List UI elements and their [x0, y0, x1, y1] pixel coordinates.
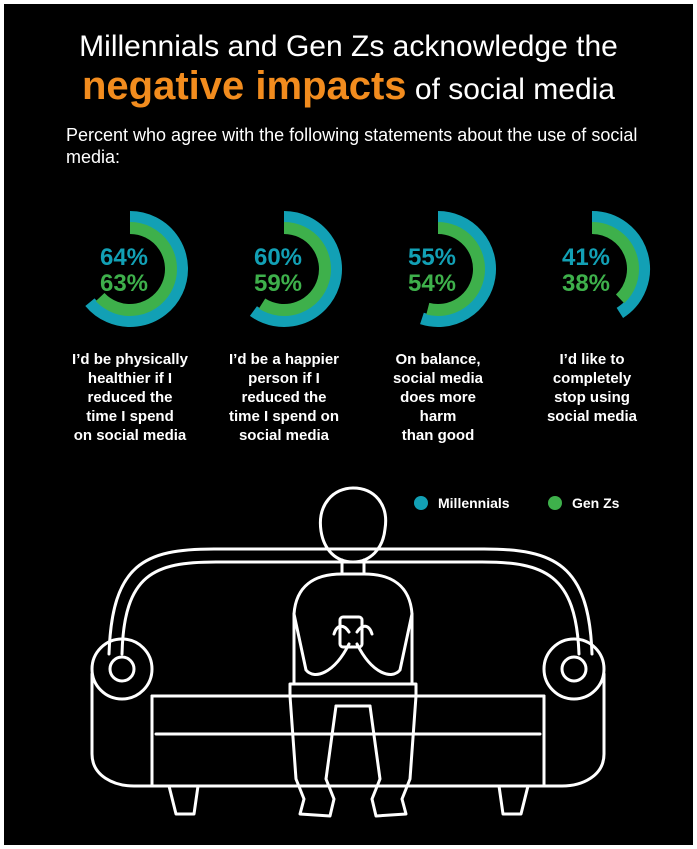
subtitle: Percent who agree with the following sta… — [66, 125, 638, 167]
millennials-arc-4 — [591, 211, 650, 318]
genz-arc-1 — [95, 222, 177, 316]
genz-value-label-3: 54% — [408, 270, 456, 297]
title-line-1: Millennials and Gen Zs acknowledge the — [79, 30, 618, 63]
legend-genz-label: Gen Zs — [572, 495, 620, 511]
infographic: Millennials and Gen Zs acknowledge the n… — [4, 4, 693, 845]
statement-4: I’d like to completely stop using social… — [546, 351, 638, 425]
title-rest: of social media — [406, 73, 615, 106]
genz-swatch — [548, 496, 562, 510]
title-highlight: negative impacts — [81, 64, 407, 108]
millennials-arc-2 — [249, 211, 342, 327]
millennials-value-label-3: 55% — [408, 244, 456, 271]
millennials-value-label-4: 41% — [562, 244, 610, 271]
genz-arc-3 — [426, 222, 485, 316]
millennials-arc-1 — [85, 211, 188, 327]
genz-arc-2 — [258, 222, 331, 316]
legend-genz: Gen Zs — [548, 493, 619, 513]
statement-2: I’d be a happier person if I reduced the… — [228, 351, 340, 444]
donut-charts: 64%63% 60%59% 55%54% 41%38% — [85, 211, 650, 327]
genz-value-label-2: 59% — [254, 270, 302, 297]
title-line-2: negative impacts of social media — [4, 64, 693, 109]
legend-millennials-label: Millennials — [438, 495, 510, 511]
statement-1: I’d be physically healthier if I reduced… — [72, 351, 188, 444]
genz-arc-4 — [591, 222, 639, 304]
millennials-arc-3 — [420, 211, 496, 327]
millennials-value-label-2: 60% — [254, 244, 302, 271]
legend-millennials: Millennials — [414, 493, 510, 513]
millennials-swatch — [414, 496, 428, 510]
statement-3: On balance, social media does more harm … — [392, 351, 484, 444]
millennials-value-label-1: 64% — [100, 244, 148, 271]
person-on-couch-icon — [90, 486, 606, 818]
genz-value-label-1: 63% — [100, 270, 148, 297]
genz-value-label-4: 38% — [562, 270, 610, 297]
